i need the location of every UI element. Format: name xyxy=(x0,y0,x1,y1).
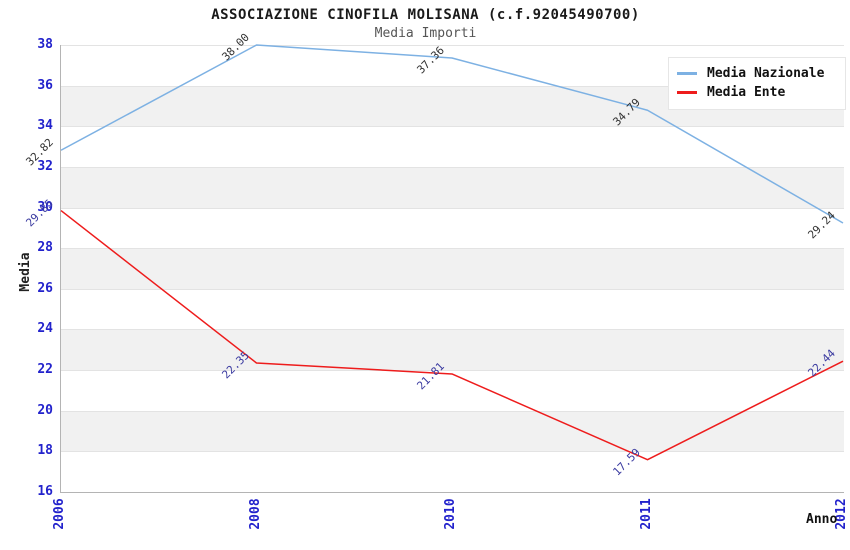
legend-item-media-ente: Media Ente xyxy=(677,83,837,102)
grid-band xyxy=(61,288,844,330)
y-tick-label: 38 xyxy=(37,37,53,52)
grid-band xyxy=(61,370,844,411)
x-axis-label: Anno xyxy=(806,512,838,527)
y-tick-label: 36 xyxy=(37,77,53,93)
x-tick-label: 2008 xyxy=(247,498,263,530)
grid-band xyxy=(61,329,844,371)
y-tick-label: 22 xyxy=(37,362,53,378)
legend: Media Nazionale Media Ente xyxy=(668,57,846,110)
grid-band xyxy=(61,248,844,289)
legend-line-swatch-nazionale-icon xyxy=(677,72,697,75)
plot-area xyxy=(60,44,844,493)
gridline xyxy=(61,207,844,209)
x-tick-label: 2010 xyxy=(443,498,458,530)
x-tick-label: 2006 xyxy=(52,498,67,530)
series-line-media-nazionale xyxy=(60,44,844,224)
legend-item-media-nazionale: Media Nazionale xyxy=(677,64,837,83)
y-tick-label: 24 xyxy=(37,321,53,337)
grid-band xyxy=(61,410,844,452)
y-tick-label: 26 xyxy=(37,280,53,296)
legend-label-media-nazionale: Media Nazionale xyxy=(707,66,825,81)
grid-band xyxy=(61,207,844,249)
y-tick-label: 20 xyxy=(37,402,53,418)
gridline xyxy=(61,166,844,168)
gridline xyxy=(61,370,844,372)
grid-band xyxy=(61,126,844,167)
chart-title: ASSOCIAZIONE CINOFILA MOLISANA (c.f.9204… xyxy=(211,7,640,23)
gridline xyxy=(61,329,844,331)
gridline xyxy=(61,248,844,250)
legend-label-media-ente: Media Ente xyxy=(707,85,786,100)
y-tick-label: 30 xyxy=(37,199,53,215)
grid-band xyxy=(61,166,844,208)
gridline xyxy=(61,410,844,412)
gridline xyxy=(61,126,844,128)
y-tick-label: 28 xyxy=(37,240,53,256)
x-tick-label: 2011 xyxy=(638,498,654,530)
series-line-media-ente xyxy=(60,210,844,461)
gridline xyxy=(61,288,844,290)
gridline xyxy=(61,451,844,453)
y-tick-label: 34 xyxy=(37,118,53,134)
y-tick-label: 16 xyxy=(37,484,53,499)
legend-line-swatch-ente-icon xyxy=(677,91,697,94)
y-tick-label: 32 xyxy=(37,158,53,174)
y-tick-label: 18 xyxy=(37,443,53,459)
series-lines xyxy=(60,44,844,461)
grid-band xyxy=(61,451,844,492)
gridline xyxy=(61,85,844,87)
chart-subtitle: Media Importi xyxy=(374,26,477,41)
gridline xyxy=(61,45,844,46)
